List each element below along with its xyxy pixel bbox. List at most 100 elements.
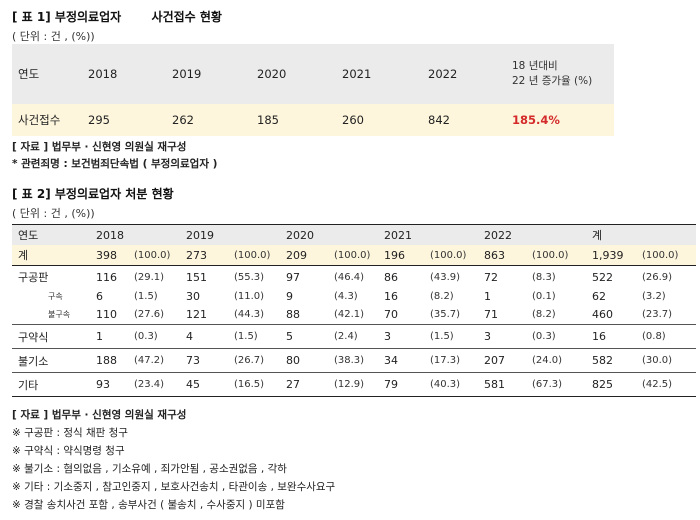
table2-count-cell: 30 xyxy=(186,290,200,303)
table2-count-cell: 79 xyxy=(384,378,398,391)
table2-percent-cell: (8.3) xyxy=(532,271,556,283)
table2-count-cell: 93 xyxy=(96,378,110,391)
table2-count-cell: 196 xyxy=(384,248,405,262)
table2-count-cell: 1 xyxy=(96,330,103,343)
table2-percent-cell: (3.2) xyxy=(642,291,666,302)
table2-year: 2021 xyxy=(384,228,412,242)
table2-percent-cell: (46.4) xyxy=(334,271,365,283)
table2-count-cell: 398 xyxy=(96,248,117,262)
table2-percent-cell: (1.5) xyxy=(430,331,454,342)
table2-row-summary-order: 구약식 1 (0.3) 4 (1.5) 5 (2.4) 3 (1.5) 3 (0.3) 16 (0.8) xyxy=(12,325,696,349)
table2-percent-cell: (27.6) xyxy=(134,309,165,320)
table2-row-label: 구공판 xyxy=(18,271,49,284)
table1-title: [ 표 1] 부정의료업자 사건접수 현황 xyxy=(12,8,222,25)
table2-percent-cell: (42.1) xyxy=(334,309,365,320)
table2-count-cell: 121 xyxy=(186,308,207,321)
table2-count-cell: 80 xyxy=(286,354,300,367)
table2-percent-cell: (29.1) xyxy=(134,271,165,283)
table2-count-cell: 86 xyxy=(384,270,398,284)
table2-note: ※ 기타 : 기소중지 , 참고인중지 , 보호사건송치 , 타관이송 , 보완… xyxy=(12,481,336,493)
table2-percent-cell: (100.0) xyxy=(642,249,679,261)
table2-count-cell: 27 xyxy=(286,378,300,391)
table1-year: 2022 xyxy=(428,67,458,81)
table2-count-cell: 45 xyxy=(186,378,200,391)
table1-header-row: 연도 2018 2019 2020 2021 2022 18 년대비 22 년 … xyxy=(12,44,614,104)
table1-data-row: 사건접수 295 262 185 260 842 185.4% xyxy=(12,104,614,136)
table1-data-label: 사건접수 xyxy=(18,113,61,127)
table2-count-cell: 88 xyxy=(286,308,300,321)
table2-count-cell: 825 xyxy=(592,378,613,391)
table2-count-cell: 16 xyxy=(592,330,606,343)
table2-row-public-trial: 구공판 116 (29.1) 151 (55.3) 97 (46.4) 86 (43.9) 72 (… xyxy=(12,266,696,288)
table2-count-cell: 151 xyxy=(186,270,207,284)
table2-count-cell: 209 xyxy=(286,248,307,262)
table2-count-cell: 188 xyxy=(96,354,117,367)
table2-percent-cell: (16.5) xyxy=(234,379,265,390)
table2-count-cell: 522 xyxy=(592,270,613,284)
table2-row-label: 불기소 xyxy=(18,354,49,368)
table1-increase-line2: 22 년 증가율 (%) xyxy=(512,75,593,87)
table2-percent-cell: (30.0) xyxy=(642,355,673,366)
table2-percent-cell: (1.5) xyxy=(234,331,258,342)
table2-count-cell: 460 xyxy=(592,308,613,321)
table2-row-total: 계 398 (100.0) 273 (100.0) 209 (100.0) 196 (100.0… xyxy=(12,245,696,266)
table2-count-cell: 72 xyxy=(484,270,498,284)
table2-count-cell: 34 xyxy=(384,354,398,367)
table2-note: ※ 구공판 : 정식 채판 청구 xyxy=(12,427,128,439)
table2-percent-cell: (8.2) xyxy=(532,309,556,320)
table2-percent-cell: (26.7) xyxy=(234,355,265,366)
table2-row-label: 구속 xyxy=(48,292,63,301)
table2-total-header: 계 xyxy=(592,229,603,242)
table1-value: 260 xyxy=(342,113,364,127)
table2-percent-cell: (42.5) xyxy=(642,379,673,390)
table2-percent-cell: (11.0) xyxy=(234,291,265,302)
table1-title-label: [ 표 1] xyxy=(12,10,51,24)
table2-percent-cell: (55.3) xyxy=(234,271,265,283)
table2-percent-cell: (35.7) xyxy=(430,309,461,320)
table2-year: 2022 xyxy=(484,228,512,242)
table2-row-label: 계 xyxy=(18,249,29,262)
table2-percent-cell: (43.9) xyxy=(430,271,461,283)
table1-year: 2019 xyxy=(172,67,202,81)
table1-increase-line1: 18 년대비 xyxy=(512,60,558,72)
table2-year: 2018 xyxy=(96,228,124,242)
table2-count-cell: 3 xyxy=(384,330,391,343)
table2-count-cell: 207 xyxy=(484,354,505,367)
table2-year: 2019 xyxy=(186,228,214,242)
table2-percent-cell: (26.9) xyxy=(642,271,673,283)
table2-count-cell: 73 xyxy=(186,354,200,367)
table2-note: ※ 경찰 송치사건 포함 , 송부사건 ( 불송치 , 수사중지 ) 미포함 xyxy=(12,499,285,511)
table2-percent-cell: (1.5) xyxy=(134,291,158,302)
table1-increase-value: 185.4% xyxy=(512,113,560,127)
table1-source: [ 자료 ] 법무부 · 신현영 의원실 재구성 xyxy=(12,141,187,153)
table1: 연도 2018 2019 2020 2021 2022 18 년대비 22 년 … xyxy=(12,44,614,136)
table2-count-cell: 16 xyxy=(384,290,398,303)
table2-percent-cell: (44.3) xyxy=(234,309,265,320)
table2-year: 2020 xyxy=(286,228,314,242)
table2-source: [ 자료 ] 법무부 · 신현영 의원실 재구성 xyxy=(12,409,187,421)
table2-percent-cell: (4.3) xyxy=(334,291,358,302)
table2-count-cell: 110 xyxy=(96,308,117,321)
table2-percent-cell: (0.3) xyxy=(134,331,158,342)
table2-percent-cell: (100.0) xyxy=(234,249,271,261)
table2-percent-cell: (47.2) xyxy=(134,355,165,366)
table2-count-cell: 582 xyxy=(592,354,613,367)
table2-note: ※ 불기소 : 혐의없음 , 기소유예 , 죄가안됨 , 공소권없음 , 각하 xyxy=(12,463,287,475)
table2-percent-cell: (38.3) xyxy=(334,355,365,366)
table2-percent-cell: (12.9) xyxy=(334,379,365,390)
table2-percent-cell: (23.4) xyxy=(134,379,165,390)
table2-count-cell: 1 xyxy=(484,290,491,303)
table2-count-cell: 273 xyxy=(186,248,207,262)
table2-count-cell: 5 xyxy=(286,330,293,343)
table1-year: 2021 xyxy=(342,67,372,81)
table2-count-cell: 581 xyxy=(484,378,505,391)
table2-percent-cell: (8.2) xyxy=(430,291,454,302)
table2-header-label: 연도 xyxy=(18,229,39,242)
table1-value: 185 xyxy=(257,113,279,127)
table1-value: 842 xyxy=(428,113,450,127)
table2-count-cell: 6 xyxy=(96,290,103,303)
table2-row-detained: 구속 6 (1.5) 30 (11.0) 9 (4.3) 16 (8.2) 1 (0.1) 62 (3.… xyxy=(12,288,696,305)
table2-percent-cell: (100.0) xyxy=(430,249,467,261)
table2-title: [ 표 2] 부정의료업자 처분 현황 xyxy=(12,187,174,201)
table1-value: 262 xyxy=(172,113,194,127)
